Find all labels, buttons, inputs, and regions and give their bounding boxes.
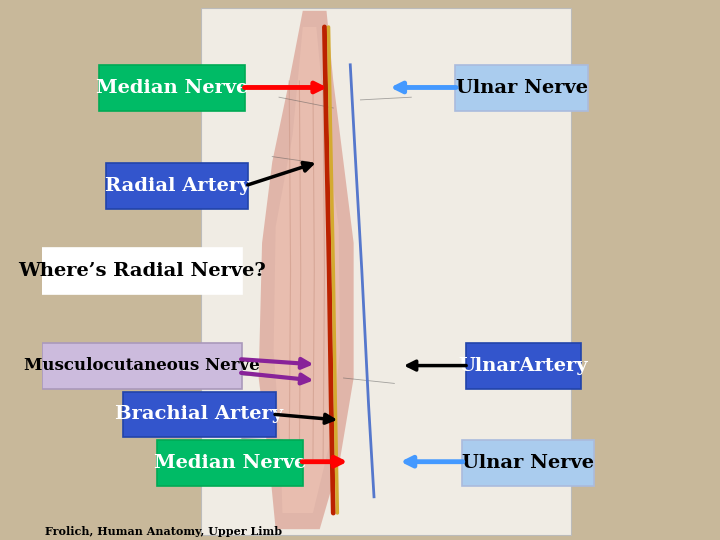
FancyBboxPatch shape (456, 65, 588, 111)
Polygon shape (274, 27, 340, 513)
FancyBboxPatch shape (201, 8, 571, 535)
FancyBboxPatch shape (99, 65, 245, 111)
FancyBboxPatch shape (123, 392, 276, 437)
Text: Frolich, Human Anatomy, Upper Limb: Frolich, Human Anatomy, Upper Limb (45, 526, 282, 537)
FancyBboxPatch shape (42, 248, 242, 294)
Text: Where’s Radial Nerve?: Where’s Radial Nerve? (18, 262, 266, 280)
Text: Median Nerve: Median Nerve (153, 454, 306, 472)
FancyBboxPatch shape (462, 440, 595, 486)
Polygon shape (258, 11, 354, 529)
FancyBboxPatch shape (466, 343, 581, 389)
Text: Musculocutaneous Nerve: Musculocutaneous Nerve (24, 357, 259, 374)
FancyBboxPatch shape (157, 440, 303, 486)
Text: Ulnar Nerve: Ulnar Nerve (456, 79, 588, 97)
Text: Ulnar Nerve: Ulnar Nerve (462, 454, 594, 472)
Text: Radial Artery: Radial Artery (104, 177, 250, 195)
FancyBboxPatch shape (42, 343, 242, 389)
Text: UlnarArtery: UlnarArtery (459, 357, 588, 375)
FancyBboxPatch shape (106, 163, 248, 209)
Text: Brachial Artery: Brachial Artery (115, 406, 284, 423)
Text: Median Nerve: Median Nerve (96, 79, 248, 97)
